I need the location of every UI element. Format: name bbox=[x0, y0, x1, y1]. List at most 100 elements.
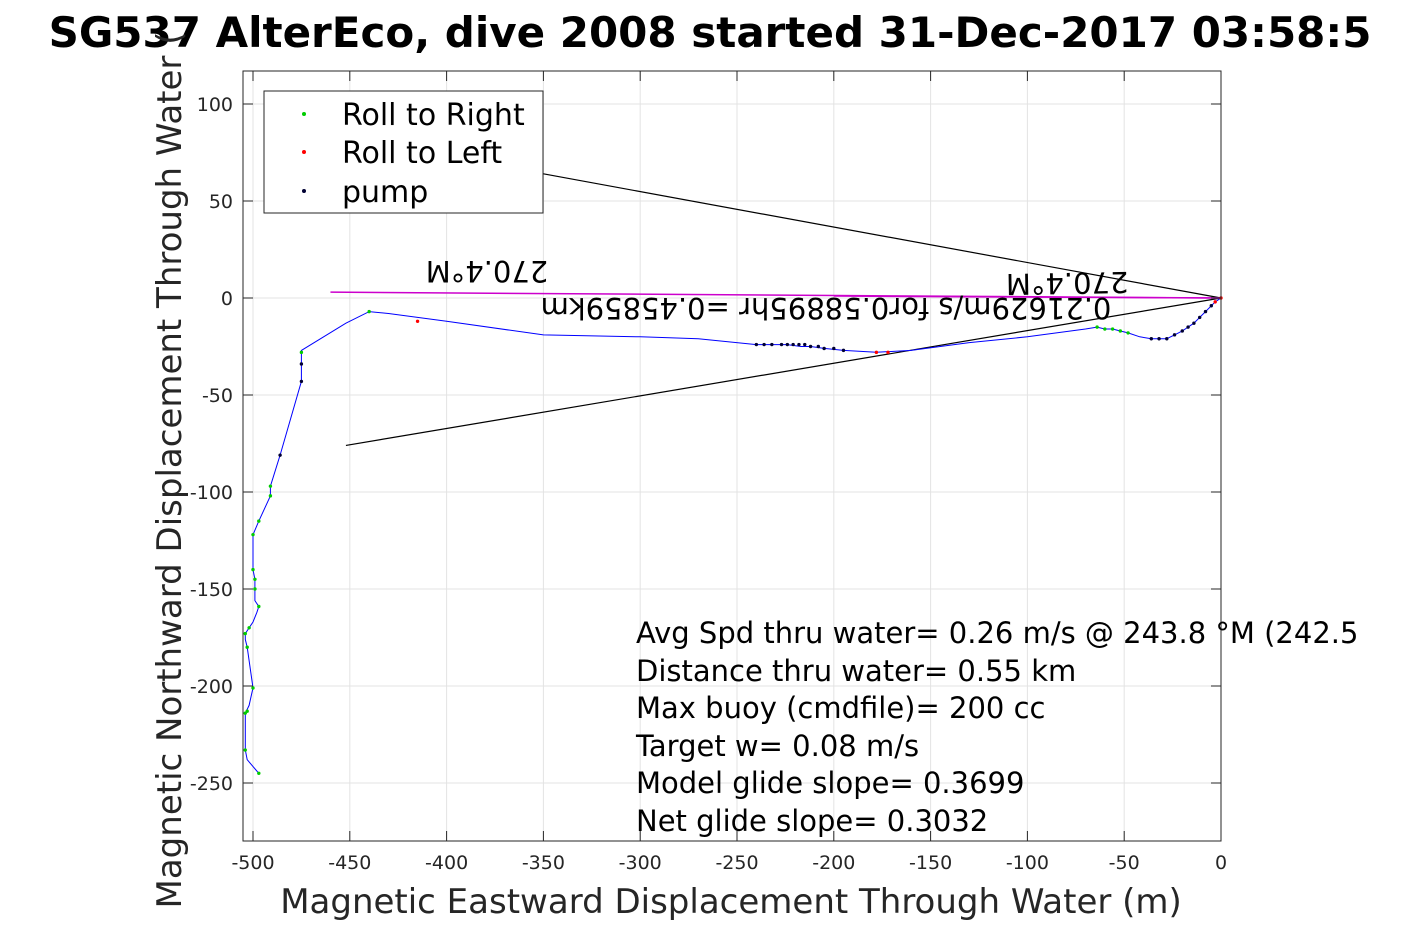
data-point-roll-to-right bbox=[251, 567, 255, 572]
x-tick-label: -450 bbox=[328, 852, 371, 874]
data-point-pump bbox=[1203, 309, 1208, 314]
data-point-roll-to-right bbox=[367, 309, 371, 314]
x-tick-label: -150 bbox=[909, 852, 952, 874]
legend-label-pump: pump bbox=[342, 175, 428, 210]
legend-marker-pump bbox=[302, 189, 306, 193]
data-point-pump bbox=[841, 348, 846, 353]
data-point-roll-to-left bbox=[415, 319, 420, 323]
data-layer bbox=[243, 173, 1223, 775]
legend-label-roll-left: Roll to Left bbox=[342, 136, 502, 171]
x-tick-label: -100 bbox=[1006, 852, 1049, 874]
data-point-roll-to-right bbox=[245, 645, 249, 649]
data-point-roll-to-right bbox=[1110, 327, 1115, 331]
data-point-pump bbox=[797, 342, 801, 347]
data-point-roll-to-right bbox=[257, 771, 261, 775]
data-point-roll-to-right bbox=[268, 494, 273, 498]
data-point-pump bbox=[770, 342, 774, 347]
data-point-pump bbox=[299, 362, 304, 366]
data-point-pump bbox=[1157, 337, 1161, 341]
x-tick-label: -200 bbox=[812, 852, 855, 874]
data-point-pump bbox=[1209, 304, 1214, 308]
grid-lines bbox=[243, 71, 1222, 841]
data-point-roll-to-right bbox=[247, 626, 251, 630]
axis-ticks: -500 -450 -400 -350 -300 -250 -200 -150 -100 -50 0… bbox=[190, 71, 1227, 874]
data-point-pump bbox=[1165, 337, 1169, 341]
x-tick-label: -250 bbox=[715, 852, 758, 874]
data-point-pump bbox=[822, 346, 826, 351]
y-tick-label: -200 bbox=[190, 676, 233, 698]
data-point-pump bbox=[832, 346, 836, 351]
data-point-pump bbox=[779, 342, 784, 347]
legend: Roll to Right Roll to Left pump bbox=[263, 90, 544, 214]
data-point-pump bbox=[791, 342, 795, 347]
data-point-roll-to-right bbox=[251, 532, 255, 537]
data-point-pump bbox=[762, 342, 766, 347]
y-tick-label: -50 bbox=[202, 385, 233, 407]
data-point-pump bbox=[816, 344, 821, 349]
legend-marker-roll-left bbox=[302, 150, 306, 154]
y-tick-label: -100 bbox=[190, 482, 233, 504]
data-point-roll-to-right bbox=[1095, 325, 1099, 329]
data-point-roll-to-right bbox=[1126, 331, 1130, 335]
stat-max-buoy: Max buoy (cmdfile)= 200 cc bbox=[636, 691, 1045, 725]
x-tick-label: -400 bbox=[425, 852, 468, 874]
data-point-roll-to-right bbox=[257, 519, 261, 523]
heading-reference-line bbox=[345, 297, 1222, 447]
data-point-pump bbox=[1186, 325, 1190, 329]
data-point-roll-to-left bbox=[1213, 300, 1217, 304]
stat-avg-speed: Avg Spd thru water= 0.26 m/s @ 243.8 °M … bbox=[636, 616, 1358, 650]
data-point-roll-to-right bbox=[253, 577, 257, 581]
stat-distance: Distance thru water= 0.55 km bbox=[636, 654, 1076, 688]
chart-title: SG537 AlterEco, dive 2008 started 31-Dec… bbox=[49, 8, 1372, 57]
x-tick-label: -300 bbox=[619, 852, 662, 874]
legend-marker-roll-right bbox=[302, 112, 306, 116]
data-point-roll-to-right bbox=[243, 631, 247, 636]
legend-label-roll-right: Roll to Right bbox=[342, 98, 525, 133]
y-tick-label: 100 bbox=[197, 94, 233, 116]
data-point-pump bbox=[803, 342, 807, 347]
data-point-pump bbox=[1172, 333, 1177, 337]
data-point-roll-to-left bbox=[874, 350, 879, 355]
data-point-pump bbox=[785, 342, 790, 347]
data-point-roll-to-left bbox=[886, 350, 890, 355]
plot-frame bbox=[242, 70, 1222, 842]
data-point-pump bbox=[1149, 337, 1154, 341]
data-point-roll-to-right bbox=[299, 350, 304, 355]
heading-reference-line bbox=[543, 173, 1222, 299]
data-point-pump bbox=[1180, 329, 1184, 333]
x-tick-label: -50 bbox=[1109, 852, 1140, 874]
x-axis-label: Magnetic Eastward Displacement Through W… bbox=[280, 882, 1182, 922]
data-point-roll-to-right bbox=[251, 686, 255, 690]
stats-block: Avg Spd thru water= 0.26 m/s @ 243.8 °M … bbox=[635, 616, 1358, 838]
stat-target-w: Target w= 0.08 m/s bbox=[635, 729, 919, 763]
data-point-pump bbox=[754, 342, 759, 347]
data-point-roll-to-right bbox=[245, 709, 249, 713]
stat-model-glide-slope: Model glide slope= 0.3699 bbox=[636, 766, 1024, 800]
data-point-roll-to-right bbox=[243, 748, 247, 752]
stat-net-glide-slope: Net glide slope= 0.3032 bbox=[636, 804, 988, 838]
data-point-roll-to-right bbox=[257, 604, 261, 609]
data-point-roll-to-right bbox=[1103, 327, 1107, 331]
current-heading-line bbox=[833, 295, 1222, 299]
speed-distance-label: 0.21629m/s for0.58895hr =0.45859km bbox=[541, 291, 1112, 325]
x-tick-label: 0 bbox=[1215, 852, 1227, 874]
data-point-pump bbox=[278, 453, 282, 457]
x-tick-label: -500 bbox=[231, 852, 274, 874]
y-tick-label: 0 bbox=[221, 288, 233, 310]
data-point-pump bbox=[808, 344, 813, 349]
heading-label-left: 270.4°M bbox=[426, 254, 549, 288]
data-point-roll-to-right bbox=[1118, 329, 1123, 333]
data-point-pump bbox=[1192, 321, 1196, 325]
y-tick-label: -150 bbox=[190, 579, 233, 601]
y-axis-label: Magnetic Northward Displacement Through … bbox=[150, 32, 190, 909]
heading-label-right: 270.4°M bbox=[1006, 265, 1129, 301]
x-tick-label: -350 bbox=[522, 852, 565, 874]
y-tick-label: 50 bbox=[209, 191, 233, 213]
data-point-roll-to-right bbox=[268, 484, 273, 488]
data-point-pump bbox=[299, 379, 304, 384]
legend-box bbox=[263, 90, 544, 214]
data-point-roll-to-right bbox=[253, 587, 257, 591]
y-tick-label: -250 bbox=[190, 773, 233, 795]
data-point-pump bbox=[1198, 315, 1202, 320]
